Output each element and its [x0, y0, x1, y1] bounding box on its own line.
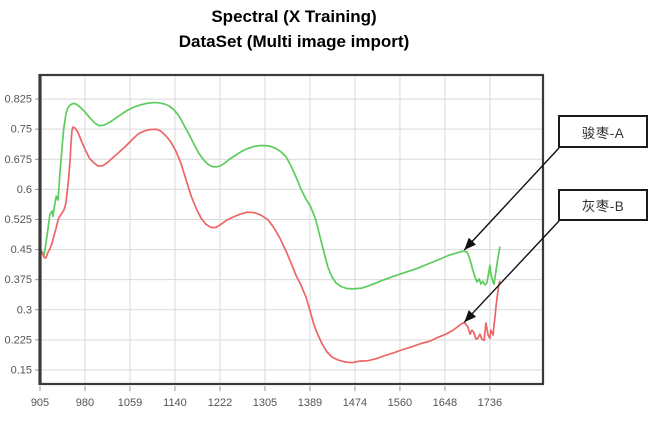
y-tick-label: 0.525	[4, 214, 32, 226]
y-tick-label: 0.45	[11, 244, 32, 256]
x-tick-label: 980	[76, 397, 94, 409]
y-tick-label: 0.15	[11, 364, 32, 376]
x-tick-label: 905	[31, 397, 49, 409]
series-label-box-junzao-a: 骏枣-A	[558, 115, 648, 148]
plot-border	[38, 73, 545, 386]
y-tick-label: 0.75	[11, 124, 32, 136]
x-tick-label: 1474	[343, 397, 367, 409]
x-tick-label: 1059	[118, 397, 142, 409]
x-tick-label: 1222	[208, 397, 232, 409]
chart-title-line2: DataSet (Multi image import)	[178, 32, 410, 51]
chart-title-line1: Spectral (X Training)	[211, 7, 377, 26]
axis-tick-labels: 0.825 0.75 0.675 0.6 0.525 0.45 0.375 0.3 0.225 0…	[4, 94, 502, 409]
series-label-junzao-a: 骏枣-A	[581, 125, 625, 141]
annotation-arrow-huizao-b	[463, 220, 560, 323]
y-tick-label: 0.825	[4, 94, 32, 106]
x-tick-label: 1140	[163, 397, 187, 409]
x-tick-label: 1305	[253, 397, 277, 409]
series-label-box-huizao-b: 灰枣-B	[558, 189, 648, 221]
series-line-junzao-a	[40, 101, 501, 290]
series-label-huizao-b: 灰枣-B	[581, 199, 625, 214]
chart-title: Spectral (X Training) DataSet (Multi ima…	[0, 4, 588, 54]
x-tick-label: 1560	[388, 397, 412, 409]
annotation-arrow-junzao-a	[463, 147, 560, 251]
y-tick-label: 0.3	[17, 304, 32, 316]
y-tick-label: 0.675	[4, 154, 32, 166]
series-line-huizao-b	[40, 126, 501, 364]
y-tick-label: 0.225	[4, 334, 32, 346]
x-tick-label: 1389	[298, 397, 322, 409]
x-tick-label: 1648	[433, 397, 457, 409]
y-tick-label: 0.6	[17, 184, 32, 196]
axis-ticks	[35, 98, 491, 391]
y-tick-label: 0.375	[4, 274, 32, 286]
x-tick-label: 1736	[478, 397, 502, 409]
gridlines	[40, 75, 543, 384]
